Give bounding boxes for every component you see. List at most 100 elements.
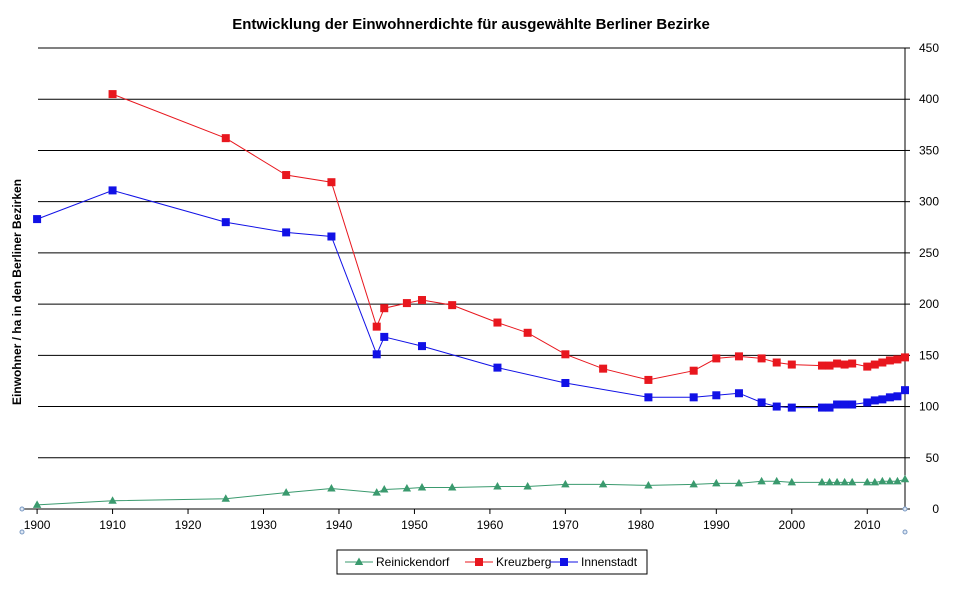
data-point-reinickendorf	[447, 482, 457, 491]
data-point-kreuzberg	[417, 296, 426, 305]
data-point-reinickendorf	[417, 482, 427, 491]
data-point-innenstadt	[901, 386, 909, 395]
data-point-reinickendorf	[561, 479, 570, 488]
data-point-innenstadt	[893, 392, 902, 401]
legend-label-kreuzberg: Kreuzberg	[496, 555, 551, 569]
x-tick-label: 1930	[250, 518, 277, 532]
data-point-kreuzberg	[848, 359, 857, 368]
axis-end-handle	[902, 506, 908, 512]
data-point-innenstadt	[417, 342, 426, 351]
data-point-reinickendorf	[32, 500, 42, 508]
data-point-innenstadt	[878, 395, 887, 404]
legend-label-innenstadt: Innenstadt	[581, 555, 638, 569]
data-point-kreuzberg	[863, 362, 872, 371]
y-axis-label: Einwohner / ha in den Berliner Bezirken	[10, 179, 24, 405]
data-point-kreuzberg	[787, 360, 796, 369]
data-point-kreuzberg	[878, 358, 887, 367]
data-point-reinickendorf	[108, 496, 117, 504]
data-point-reinickendorf	[832, 477, 842, 486]
data-point-kreuzberg	[221, 134, 230, 143]
y-tick-label: 100	[919, 400, 939, 414]
y-tick-label: 450	[919, 41, 939, 55]
data-point-innenstadt	[885, 393, 894, 402]
data-point-kreuzberg	[901, 353, 909, 362]
data-point-innenstadt	[108, 186, 117, 195]
data-point-innenstadt	[757, 398, 766, 407]
data-point-innenstadt	[327, 232, 336, 241]
data-point-kreuzberg	[833, 359, 842, 368]
data-point-reinickendorf	[380, 485, 389, 493]
axis-end-handle	[19, 529, 25, 535]
data-point-kreuzberg	[108, 90, 117, 99]
data-point-kreuzberg	[712, 354, 721, 363]
data-point-kreuzberg	[817, 361, 826, 370]
data-point-reinickendorf	[787, 477, 796, 486]
grid-lines	[38, 47, 905, 459]
x-tick-label: 1940	[326, 518, 353, 532]
data-point-reinickendorf	[523, 481, 532, 490]
x-tick-label: 1900	[24, 518, 51, 532]
legend: Reinickendorf Kreuzberg Innenstadt	[336, 549, 648, 575]
data-point-reinickendorf	[712, 478, 721, 487]
x-tick-label: 1970	[552, 518, 579, 532]
y-tick-label: 400	[919, 92, 939, 106]
y-tick-label: 50	[926, 451, 940, 465]
data-point-reinickendorf	[817, 477, 827, 486]
legend-marker-kreuzberg	[475, 558, 483, 566]
data-point-reinickendorf	[281, 488, 291, 496]
data-point-innenstadt	[833, 400, 842, 409]
data-point-reinickendorf	[757, 476, 766, 485]
x-tick-label: 1920	[175, 518, 202, 532]
x-tick-label: 2000	[778, 518, 805, 532]
data-point-kreuzberg	[689, 366, 698, 375]
data-point-innenstadt	[644, 393, 653, 402]
data-point-kreuzberg	[644, 375, 653, 384]
data-point-reinickendorf	[372, 488, 381, 496]
data-point-innenstadt	[282, 228, 291, 237]
data-point-innenstadt	[221, 218, 230, 227]
x-tick-label: 1910	[99, 518, 126, 532]
x-tick-label: 1990	[703, 518, 730, 532]
data-point-innenstadt	[787, 403, 796, 412]
data-point-reinickendorf	[772, 476, 781, 485]
y-tick-label: 200	[919, 297, 939, 311]
data-point-reinickendorf	[847, 477, 857, 486]
data-point-reinickendorf	[825, 477, 834, 486]
data-point-innenstadt	[817, 403, 826, 412]
data-point-kreuzberg	[599, 364, 608, 373]
data-point-reinickendorf	[598, 479, 608, 488]
x-tick-label: 1980	[628, 518, 655, 532]
data-point-kreuzberg	[372, 322, 381, 331]
data-point-reinickendorf	[840, 477, 849, 486]
data-point-innenstadt	[689, 393, 698, 402]
data-point-reinickendorf	[689, 479, 698, 488]
data-point-kreuzberg	[523, 328, 532, 337]
data-point-kreuzberg	[870, 360, 879, 369]
legend-label-reinickendorf: Reinickendorf	[376, 555, 450, 569]
data-point-kreuzberg	[561, 350, 570, 359]
data-point-innenstadt	[863, 398, 872, 407]
y-tick-label: 300	[919, 195, 939, 209]
data-point-innenstadt	[870, 396, 879, 405]
data-point-kreuzberg	[893, 355, 902, 364]
data-point-innenstadt	[825, 403, 834, 412]
y-tick-label: 250	[919, 246, 939, 260]
series-layer	[32, 90, 910, 508]
data-point-kreuzberg	[840, 360, 849, 369]
x-tick-label: 2010	[854, 518, 881, 532]
data-point-innenstadt	[493, 363, 502, 372]
data-point-reinickendorf	[878, 476, 887, 485]
axes: 0 50 100 150 200 250 300 350 400 450 1900 1910 1920 1…	[19, 41, 940, 535]
x-tick-label: 1950	[401, 518, 428, 532]
data-point-kreuzberg	[772, 358, 781, 367]
data-point-reinickendorf	[734, 478, 744, 487]
data-point-kreuzberg	[493, 318, 502, 327]
y-tick-label: 150	[919, 348, 939, 362]
data-point-innenstadt	[840, 400, 849, 409]
axis-end-handle	[902, 529, 908, 535]
data-point-reinickendorf	[221, 494, 230, 502]
data-point-reinickendorf	[885, 476, 895, 485]
y-tick-label: 350	[919, 143, 939, 157]
